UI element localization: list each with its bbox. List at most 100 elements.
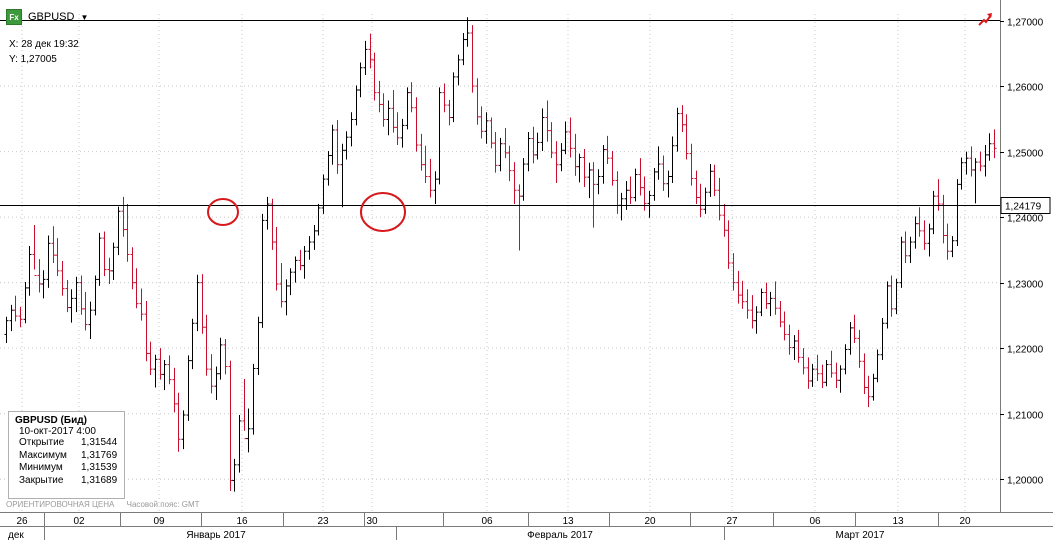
ohlc-bar xyxy=(642,176,647,211)
ohlc-bar xyxy=(885,281,890,329)
ohlc-bar xyxy=(368,33,373,69)
ohlc-bar xyxy=(326,150,331,186)
info-row-close: Закрытие 1,31689 xyxy=(15,475,124,488)
ohlc-bar xyxy=(65,280,70,313)
ohlc-bar xyxy=(666,170,671,198)
x-day-label: 26 xyxy=(16,516,28,527)
ohlc-bar xyxy=(582,148,587,187)
info-title: GBPUSD (Бид) xyxy=(15,415,87,426)
ohlc-bar xyxy=(950,236,955,258)
ohlc-bar xyxy=(708,164,713,197)
x-day-label: 06 xyxy=(809,516,821,527)
ohlc-bar xyxy=(134,268,139,309)
info-label: Закрытие xyxy=(19,474,64,486)
ohlc-bar xyxy=(27,245,32,296)
crosshair-y: Y: 1,27005 xyxy=(9,54,57,65)
y-tick-label: 1,27000 xyxy=(1007,18,1044,29)
ohlc-bar xyxy=(158,348,163,380)
ohlc-bar xyxy=(880,318,885,360)
x-day-label: 16 xyxy=(236,516,248,527)
info-date: 10-окт-2017 4:00 xyxy=(19,426,96,437)
ohlc-bar xyxy=(270,198,275,250)
symbol-selector[interactable]: GBPUSD ▼ xyxy=(28,11,88,23)
ohlc-bar xyxy=(540,108,545,151)
ohlc-bar xyxy=(181,410,186,450)
ohlc-bar xyxy=(596,169,601,195)
ohlc-bar xyxy=(913,216,918,249)
ohlc-bar xyxy=(69,289,74,323)
ohlc-bar xyxy=(545,100,550,142)
ohlc-bar xyxy=(423,145,428,184)
ohlc-bar xyxy=(479,106,484,139)
info-row-high: Максимум 1,31769 xyxy=(15,450,124,463)
ohlc-bar xyxy=(288,268,293,296)
caret-down-icon: ▼ xyxy=(80,12,89,22)
ohlc-bar xyxy=(433,171,438,205)
ohlc-bar xyxy=(372,52,377,101)
ohlc-bar xyxy=(908,236,913,263)
ohlc-bar xyxy=(200,274,205,334)
ohlc-bar xyxy=(820,364,825,389)
ohlc-bar xyxy=(13,295,18,322)
ohlc-bar xyxy=(237,415,242,473)
ohlc-bar xyxy=(521,158,526,201)
ohlc-bar xyxy=(437,87,442,185)
info-label: Максимум xyxy=(19,449,67,461)
ohlc-bar xyxy=(484,112,489,144)
ohlc-bar xyxy=(228,360,233,492)
ohlc-bar xyxy=(610,150,615,186)
ohlc-bar xyxy=(55,238,60,277)
ohlc-bar xyxy=(838,365,843,393)
ohlc-bar xyxy=(549,122,554,159)
ohlc-bar xyxy=(442,83,447,113)
ohlc-bar xyxy=(148,341,153,376)
ohlc-bar xyxy=(815,354,820,381)
ohlc-bar xyxy=(97,232,102,286)
ohlc-bar xyxy=(754,306,759,334)
trend-arrow-icon[interactable] xyxy=(977,11,993,27)
ohlc-bar xyxy=(862,353,867,395)
ohlc-bar xyxy=(922,220,927,250)
ohlc-bar xyxy=(167,355,172,385)
fx-icon: Fx xyxy=(6,9,22,25)
ohlc-bar xyxy=(312,224,317,250)
ohlc-bar xyxy=(736,270,741,304)
ohlc-bar xyxy=(190,318,195,370)
ohlc-bar xyxy=(824,359,829,387)
ohlc-bar xyxy=(764,282,769,309)
ohlc-bar xyxy=(23,282,28,324)
ohlc-bar xyxy=(358,62,363,98)
info-row-low: Минимум 1,31539 xyxy=(15,462,124,475)
ohlc-bar xyxy=(461,33,466,66)
ohlc-bar xyxy=(377,80,382,113)
ohlc-bar xyxy=(419,133,424,171)
ohlc-bar xyxy=(93,275,98,316)
annotation-circle xyxy=(360,192,406,232)
info-label: Минимум xyxy=(19,462,63,473)
ohlc-bar xyxy=(293,256,298,283)
ohlc-bar xyxy=(447,99,452,126)
ohlc-bar xyxy=(307,236,312,260)
ohlc-bar xyxy=(601,145,606,184)
ohlc-bar xyxy=(927,223,932,257)
ohlc-bar xyxy=(889,275,894,317)
ohlc-bar xyxy=(121,196,126,237)
ohlc-bar xyxy=(647,190,652,218)
ohlc-bar xyxy=(354,85,359,126)
ohlc-bar xyxy=(894,278,899,315)
info-box: GBPUSD (Бид) 10-окт-2017 4:00 Открытие 1… xyxy=(8,411,125,499)
ohlc-bar xyxy=(209,354,214,394)
info-value: 1,31539 xyxy=(81,462,118,473)
ohlc-bar xyxy=(554,141,559,184)
x-day-label: 13 xyxy=(892,516,904,527)
ohlc-bar xyxy=(992,129,997,159)
ohlc-bar xyxy=(139,288,144,321)
ohlc-bar xyxy=(102,231,107,277)
ohlc-bar xyxy=(298,249,303,271)
ohlc-bar xyxy=(260,213,265,328)
ohlc-bar xyxy=(773,281,778,315)
ohlc-bar xyxy=(857,329,862,368)
